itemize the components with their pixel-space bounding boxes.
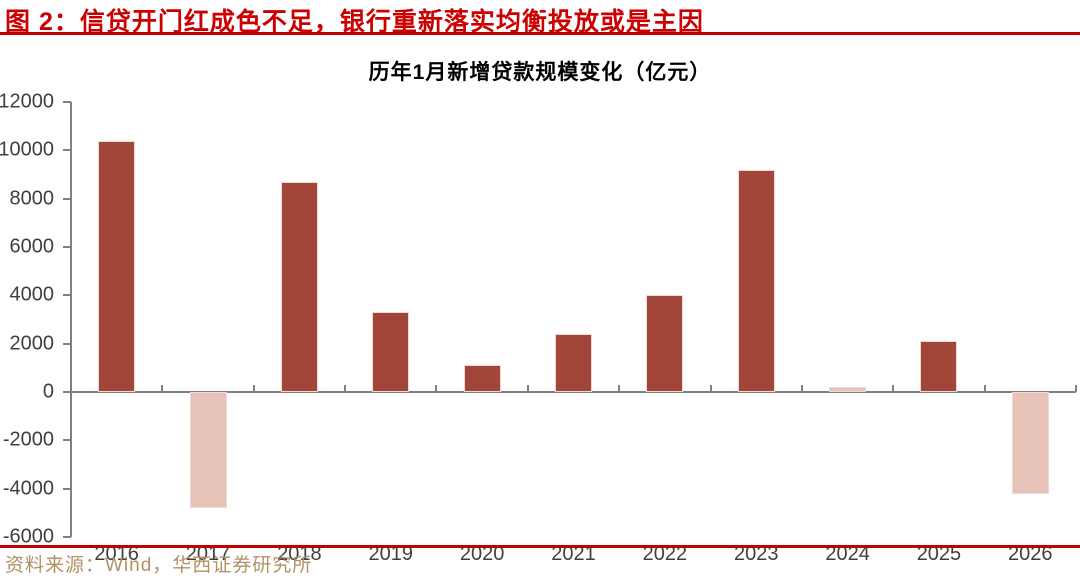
bar-2021 bbox=[555, 334, 592, 392]
bar-2016 bbox=[98, 140, 136, 392]
bar-chart: 历年1月新增贷款规模变化（亿元） 12000 10000 8000 6000 4000 2… bbox=[0, 35, 1080, 565]
y-axis-tick bbox=[63, 391, 71, 393]
y-axis-tick-label: -2000 bbox=[2, 428, 54, 451]
y-axis-tick bbox=[63, 439, 71, 442]
bar-2019 bbox=[372, 312, 410, 392]
x-axis-label: 2026 bbox=[1008, 543, 1053, 565]
x-axis-tick bbox=[161, 385, 164, 392]
y-axis-tick-label: 0 bbox=[42, 380, 54, 403]
x-axis-tick bbox=[526, 385, 529, 392]
x-axis-tick bbox=[983, 385, 986, 392]
figure-header: 图 2：信贷开门红成色不足，银行重新落实均衡投放或是主因 bbox=[0, 0, 1080, 36]
y-axis-tick-label: 4000 bbox=[9, 283, 55, 306]
y-axis-tick-label: -4000 bbox=[2, 477, 54, 500]
x-axis-tick bbox=[435, 385, 438, 392]
x-axis-label: 2021 bbox=[551, 543, 596, 565]
x-axis-tick bbox=[709, 385, 712, 392]
y-axis-tick-label: 6000 bbox=[9, 235, 55, 258]
y-axis-tick-label: -6000 bbox=[2, 525, 54, 548]
plot-area: 12000 10000 8000 6000 4000 2000 0 -2000 -4000 -60… bbox=[0, 91, 1077, 565]
bar-2025 bbox=[920, 341, 958, 392]
x-axis-label: 2016 bbox=[94, 543, 139, 565]
bar-2018 bbox=[280, 181, 318, 392]
y-axis-line bbox=[70, 102, 72, 537]
y-axis-tick bbox=[63, 294, 71, 297]
y-axis-tick bbox=[63, 246, 71, 248]
y-axis-tick bbox=[63, 342, 71, 345]
y-axis-tick bbox=[63, 487, 71, 490]
bar-2026 bbox=[1011, 392, 1049, 494]
bar-2020 bbox=[463, 365, 501, 392]
x-axis-tick bbox=[892, 385, 895, 392]
x-axis-label: 2020 bbox=[459, 543, 505, 565]
figure-title: 图 2：信贷开门红成色不足，银行重新落实均衡投放或是主因 bbox=[5, 8, 704, 36]
x-axis-label: 2019 bbox=[368, 543, 414, 565]
x-axis-label: 2018 bbox=[277, 543, 322, 565]
y-axis-tick bbox=[63, 149, 71, 152]
x-axis-tick bbox=[1075, 385, 1077, 392]
x-axis-label: 2024 bbox=[825, 543, 870, 565]
bar-2017 bbox=[189, 392, 227, 508]
chart-title: 历年1月新增贷款规模变化（亿元） bbox=[368, 61, 712, 84]
source-note: 资料来源：Wind，华西证券研究所 bbox=[5, 555, 313, 576]
x-axis-label: 2022 bbox=[642, 543, 688, 565]
y-axis-tick-label: 12000 bbox=[0, 90, 54, 113]
y-axis-tick bbox=[63, 536, 71, 538]
bar-2024 bbox=[829, 387, 867, 392]
x-axis-line bbox=[71, 391, 1076, 393]
figure-footer: 资料来源：Wind，华西证券研究所 bbox=[0, 545, 1080, 576]
header-divider bbox=[0, 32, 1080, 35]
x-axis-label: 2023 bbox=[733, 543, 779, 565]
footer-divider bbox=[0, 545, 1080, 548]
x-axis-label: 2017 bbox=[185, 543, 231, 565]
y-axis-tick bbox=[63, 101, 71, 103]
bar-2022 bbox=[646, 295, 684, 392]
x-axis-label: 2025 bbox=[916, 543, 962, 565]
x-axis-tick bbox=[252, 385, 255, 392]
y-axis-tick bbox=[63, 197, 71, 200]
x-axis-tick bbox=[800, 385, 803, 392]
bar-2023 bbox=[737, 169, 775, 392]
y-axis-tick-label: 8000 bbox=[9, 187, 55, 210]
x-axis-tick bbox=[344, 385, 347, 392]
y-axis-tick-label: 10000 bbox=[0, 138, 54, 161]
x-axis-tick bbox=[618, 385, 621, 392]
y-axis-tick-label: 2000 bbox=[9, 332, 55, 355]
